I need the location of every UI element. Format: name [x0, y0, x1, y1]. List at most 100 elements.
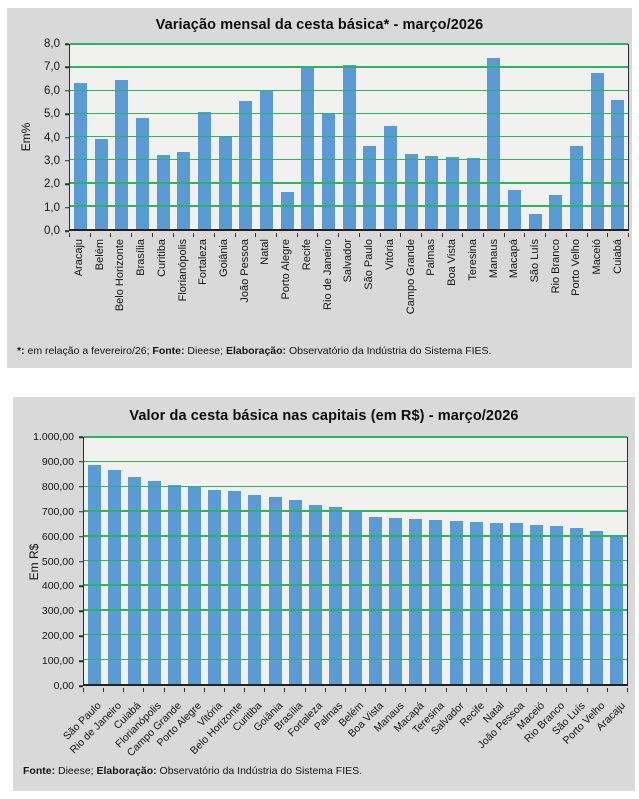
chart-bar-rio-de-janeiro — [321, 113, 335, 229]
chart-bar-rio-de-janeiro — [107, 470, 121, 684]
x-category-label: João Pessoa — [238, 239, 251, 303]
x-tick-mark — [463, 233, 485, 237]
y-tick-label: 100,00 — [41, 655, 74, 668]
bar-slot — [144, 437, 164, 684]
x-tick-mark — [505, 233, 526, 237]
gridline — [84, 460, 627, 463]
gridline — [70, 135, 628, 138]
bar-slot — [305, 437, 325, 684]
bar-slot — [318, 44, 339, 229]
x-tick-mark — [124, 688, 145, 692]
bar-slot — [504, 44, 525, 229]
chart-bar-curitiba — [248, 494, 262, 684]
chart-bar-florianopolis — [177, 151, 191, 229]
bar-slot — [173, 44, 194, 229]
x-axis-ticks — [83, 688, 628, 692]
bar-slot — [132, 44, 153, 229]
x-tick-mark — [132, 233, 153, 237]
chart-bar-recife — [301, 67, 315, 229]
x-category-label: Porto Alegre — [280, 239, 293, 300]
gridline — [84, 658, 627, 661]
source-footnote: Fonte: Dieese; Elaboração: Observatório … — [23, 765, 362, 777]
x-tick-mark — [406, 688, 427, 692]
bar-slot — [70, 44, 91, 229]
gridline — [84, 559, 627, 562]
x-tick-mark — [265, 688, 286, 692]
y-axis: 1.000,00 900,00 800,00 700,00 600,00 500,00 40… — [13, 431, 83, 692]
bar-slot — [526, 437, 546, 684]
x-label-slot: Belo Horizonte — [110, 239, 131, 339]
x-label-slot: Maceió — [587, 239, 608, 339]
chart-bar-maceio — [590, 72, 604, 229]
y-tick-label: 6,0 — [44, 84, 60, 97]
bar-slot — [235, 44, 256, 229]
gridline — [70, 182, 628, 184]
bar-slot — [506, 437, 526, 684]
y-tick-label: 400,00 — [41, 580, 74, 593]
x-category-label: Palmas — [425, 239, 438, 276]
x-tick-mark — [443, 233, 464, 237]
y-tick-label: 600,00 — [41, 530, 74, 543]
x-label-slot: Florianópolis — [173, 239, 194, 339]
y-tick-label: 7,0 — [44, 61, 60, 74]
x-tick-mark — [447, 688, 467, 692]
x-category-label: São Luís — [529, 239, 542, 283]
y-tick-mark — [65, 160, 69, 162]
x-tick-mark — [422, 233, 443, 237]
chart-bar-porto-velho — [569, 145, 583, 229]
bar-slot — [104, 437, 124, 684]
x-label-slot: Vitória — [380, 239, 401, 339]
x-category-label: Rio de Janeiro — [321, 239, 334, 310]
x-tick-mark — [426, 688, 447, 692]
x-label-slot: Fortaleza — [193, 239, 214, 339]
chart-title: Variação mensal da cesta básica* - março… — [155, 17, 484, 33]
x-tick-mark — [153, 233, 174, 237]
y-axis: 8,0 7,0 6,0 5,0 4,0 3,0 2,0 1,0 0,0 — [7, 38, 69, 237]
x-label-slot: Brasília — [131, 239, 152, 339]
x-tick-mark — [346, 688, 366, 692]
bar-slot — [466, 437, 486, 684]
x-tick-mark — [546, 233, 567, 237]
gridline — [70, 43, 628, 45]
gridline — [84, 609, 627, 611]
x-tick-mark — [401, 233, 422, 237]
footnote-label: Fonte: — [152, 345, 185, 357]
y-tick-label: 1.000,00 — [33, 431, 74, 443]
bar-slot — [285, 437, 305, 684]
bar-slot — [607, 44, 628, 229]
x-tick-mark — [277, 233, 298, 237]
x-tick-mark — [567, 233, 588, 237]
gridline — [70, 205, 628, 207]
y-tick-label: 800,00 — [41, 480, 74, 493]
chart-bar-porto-alegre — [280, 192, 294, 229]
footnote-label: *: — [17, 345, 25, 357]
y-tick-label: 4,0 — [44, 131, 60, 144]
footnote-text: Dieese; — [184, 345, 226, 357]
x-category-label: Brasília — [135, 239, 148, 276]
chart-bar-belem — [94, 138, 108, 229]
x-tick-mark — [386, 688, 407, 692]
y-tick-mark — [79, 486, 83, 488]
x-category-label: Fortaleza — [197, 239, 210, 285]
x-tick-mark — [507, 688, 528, 692]
chart-bar-salvador — [342, 64, 356, 229]
gridline — [70, 158, 628, 161]
x-tick-mark — [205, 688, 225, 692]
x-tick-mark — [588, 233, 609, 237]
bar-slot — [587, 437, 607, 684]
y-tick-mark — [65, 136, 69, 139]
bar-slot — [401, 44, 422, 229]
bar-slot — [366, 437, 386, 684]
bar-slot — [483, 44, 504, 229]
y-tick-mark — [79, 660, 83, 662]
x-tick-mark — [225, 688, 246, 692]
y-tick-mark — [65, 230, 69, 232]
chart-bar-brasilia — [135, 118, 149, 229]
x-tick-mark — [91, 233, 112, 237]
x-tick-mark — [608, 233, 629, 237]
chart-bar-palmas — [328, 507, 342, 684]
x-label-slot: São Paulo — [359, 239, 380, 339]
chart-bar-manaus — [389, 518, 403, 684]
x-tick-mark — [194, 233, 215, 237]
x-category-label: Teresina — [466, 239, 479, 281]
